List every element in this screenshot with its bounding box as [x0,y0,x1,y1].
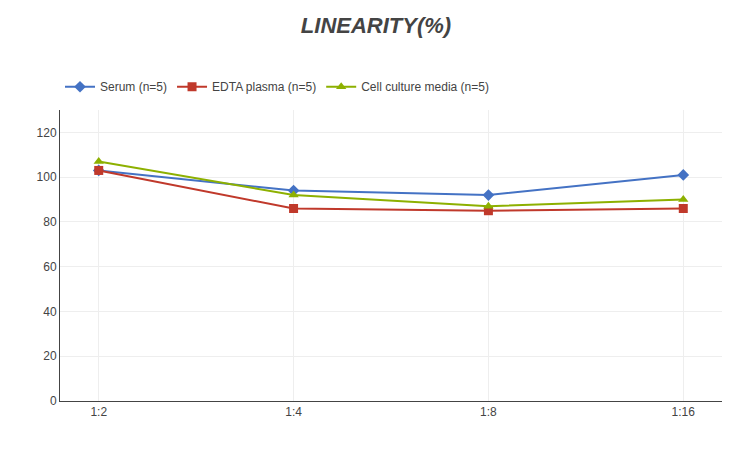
svg-text:120: 120 [37,126,57,140]
svg-text:0: 0 [50,394,57,408]
svg-text:1:16: 1:16 [672,405,696,419]
svg-text:EDTA plasma (n=5): EDTA plasma (n=5) [212,80,316,94]
svg-text:20: 20 [43,349,57,363]
svg-text:1:4: 1:4 [285,405,302,419]
svg-text:60: 60 [43,260,57,274]
svg-text:LINEARITY(%): LINEARITY(%) [301,13,451,38]
svg-text:Serum (n=5): Serum (n=5) [100,80,167,94]
svg-text:Cell culture media (n=5): Cell culture media (n=5) [361,80,489,94]
svg-text:1:2: 1:2 [90,405,107,419]
svg-text:40: 40 [43,305,57,319]
svg-text:1:8: 1:8 [480,405,497,419]
svg-text:100: 100 [37,170,57,184]
svg-text:80: 80 [43,215,57,229]
